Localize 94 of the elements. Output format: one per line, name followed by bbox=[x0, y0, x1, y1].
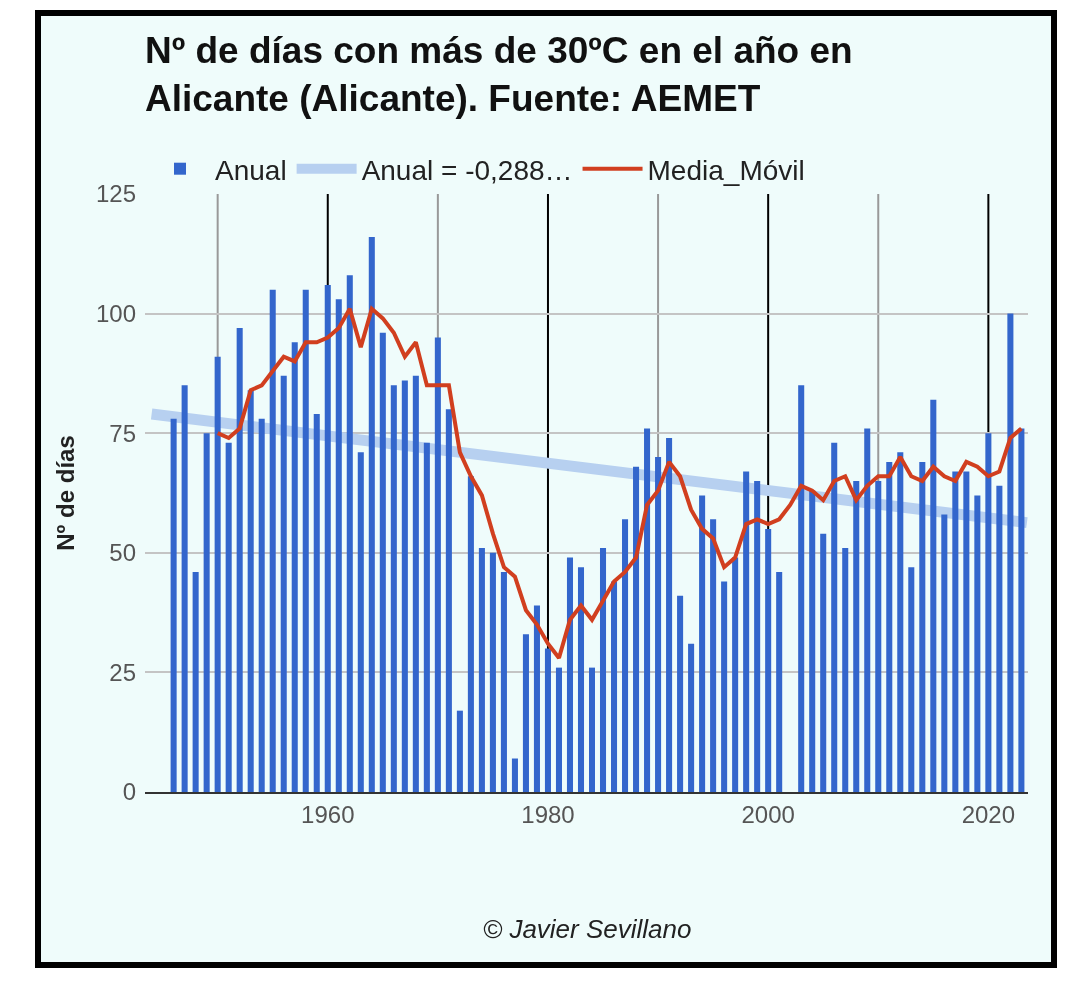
bar bbox=[368, 237, 375, 792]
bar bbox=[677, 595, 684, 792]
bar bbox=[710, 519, 717, 792]
bar bbox=[214, 356, 221, 792]
bar bbox=[842, 548, 849, 792]
bar bbox=[611, 581, 618, 792]
bar bbox=[599, 548, 607, 792]
bar bbox=[280, 375, 287, 792]
bar bbox=[908, 567, 915, 792]
bar bbox=[985, 433, 992, 792]
bar bbox=[346, 275, 353, 792]
bar bbox=[798, 385, 805, 792]
bar bbox=[236, 327, 243, 792]
bar bbox=[963, 471, 970, 792]
chart-title: Nº de días con más de 30ºC en el año en Alicante (Alicante). Fuente: AEMET bbox=[145, 30, 853, 120]
bar bbox=[423, 442, 430, 792]
bar bbox=[379, 332, 386, 792]
bar bbox=[831, 442, 838, 792]
bar bbox=[588, 667, 596, 792]
bar bbox=[357, 452, 364, 792]
y-tick-label: 125 bbox=[95, 180, 136, 208]
bar bbox=[181, 385, 188, 792]
bar bbox=[291, 342, 298, 792]
bar bbox=[247, 390, 254, 792]
bar bbox=[919, 461, 926, 792]
bar bbox=[511, 758, 518, 792]
bar bbox=[533, 605, 540, 792]
y-axis-title: Nº de días bbox=[52, 435, 80, 551]
bar bbox=[456, 710, 463, 792]
bar bbox=[544, 648, 551, 792]
legend-label: Media_Móvil bbox=[647, 154, 805, 186]
x-tick-label: 2000 bbox=[741, 800, 795, 828]
bar bbox=[489, 552, 496, 792]
bar bbox=[776, 571, 783, 792]
y-tick-label: 25 bbox=[109, 658, 136, 686]
bar bbox=[897, 452, 904, 792]
bar bbox=[633, 466, 640, 792]
bar bbox=[555, 667, 562, 792]
bar bbox=[478, 548, 485, 792]
bar bbox=[390, 385, 397, 792]
bar bbox=[974, 495, 981, 792]
bar bbox=[655, 457, 662, 792]
bar bbox=[467, 476, 474, 792]
bar bbox=[699, 495, 706, 792]
bar bbox=[269, 289, 276, 792]
bar bbox=[875, 481, 882, 792]
bar bbox=[324, 284, 331, 792]
bar bbox=[853, 481, 860, 792]
bar bbox=[401, 380, 408, 792]
x-tick-label: 1980 bbox=[521, 800, 575, 828]
bar bbox=[577, 567, 585, 792]
legend-label: Anual bbox=[215, 154, 287, 186]
bar bbox=[688, 643, 695, 792]
bar bbox=[721, 581, 728, 792]
bar bbox=[335, 299, 342, 792]
bar bbox=[302, 289, 309, 792]
bar bbox=[500, 571, 507, 792]
bar bbox=[952, 471, 959, 792]
bar bbox=[809, 490, 816, 792]
bar bbox=[930, 399, 937, 792]
legend-label: Anual = -0,288… bbox=[361, 154, 573, 186]
bar bbox=[754, 481, 761, 792]
bar bbox=[434, 337, 441, 792]
bar bbox=[996, 485, 1003, 792]
bar bbox=[412, 375, 419, 792]
y-tick-label: 0 bbox=[122, 778, 136, 806]
bar bbox=[644, 428, 651, 792]
bar bbox=[732, 557, 739, 792]
bar bbox=[1018, 428, 1025, 792]
y-tick-label: 75 bbox=[109, 419, 136, 447]
bar bbox=[522, 634, 529, 792]
y-tick-label: 50 bbox=[109, 539, 136, 567]
bar bbox=[941, 514, 948, 792]
line-series bbox=[215, 306, 1024, 661]
bar bbox=[225, 442, 232, 792]
text: © Javier Sevillano bbox=[483, 914, 692, 944]
bar bbox=[864, 428, 871, 792]
bar bbox=[566, 557, 574, 792]
bar bbox=[258, 418, 265, 792]
bar bbox=[445, 409, 452, 792]
bar bbox=[765, 528, 772, 792]
y-tick-label: 100 bbox=[95, 300, 136, 327]
bar bbox=[203, 433, 210, 792]
bar bbox=[820, 533, 827, 792]
bar bbox=[886, 461, 893, 792]
bar bbox=[743, 471, 750, 792]
bar bbox=[313, 414, 320, 792]
x-tick-label: 2020 bbox=[961, 800, 1016, 828]
bar bbox=[622, 519, 629, 792]
bar bbox=[666, 437, 673, 792]
bar bbox=[1007, 313, 1014, 792]
bar bbox=[192, 571, 199, 792]
bar bbox=[170, 418, 177, 792]
x-tick-label: 1960 bbox=[301, 800, 355, 828]
